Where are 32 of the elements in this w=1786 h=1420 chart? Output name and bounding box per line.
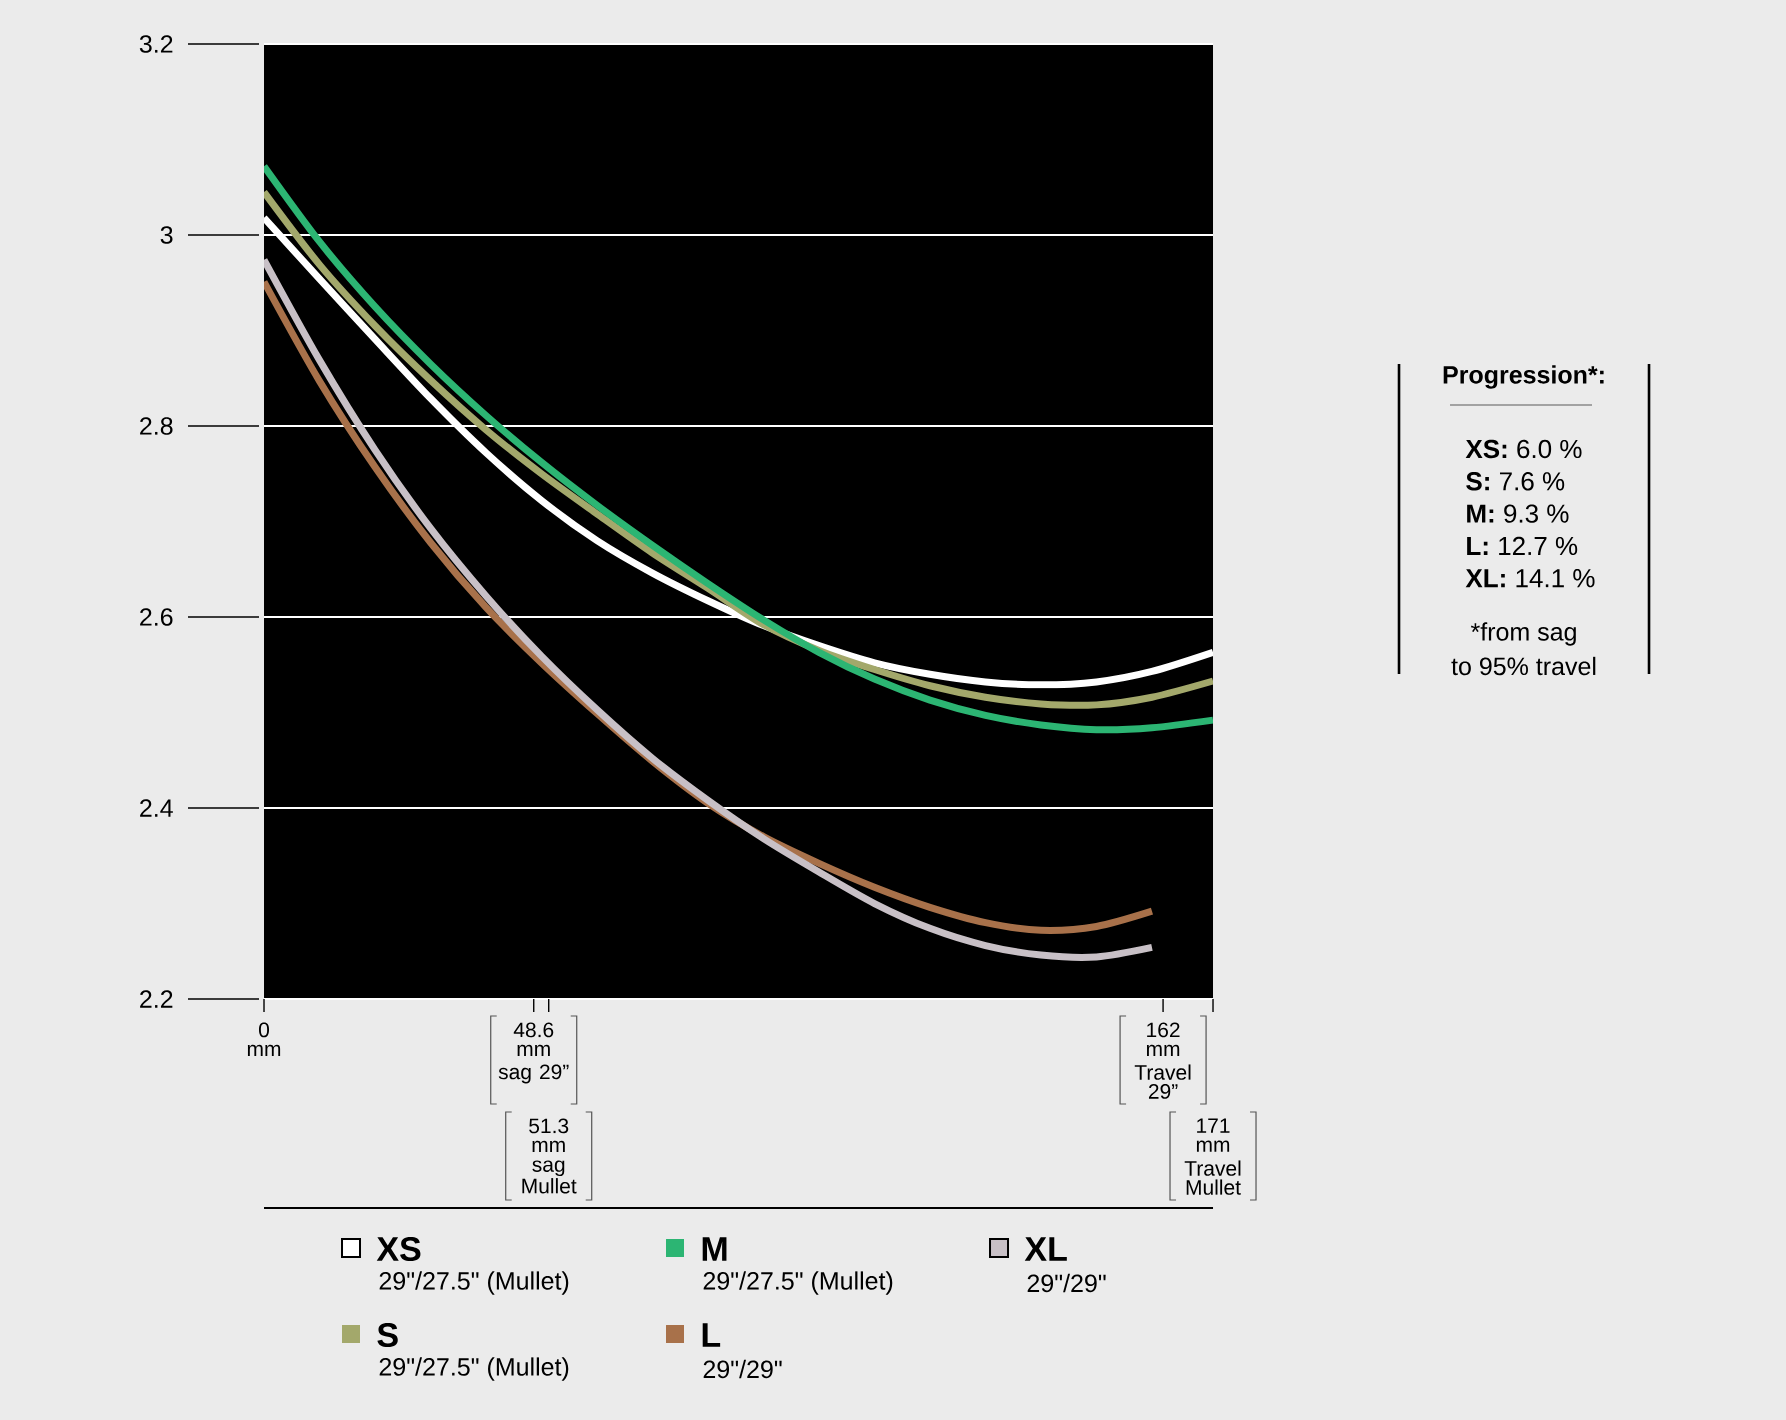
legend-label: M: [702, 1237, 727, 1261]
text: 29"/27.5" (Mullet): [379, 1271, 569, 1295]
x-tick-label: 162 mm: [1146, 1022, 1180, 1057]
y-tick-label: 2.8: [140, 417, 173, 435]
y-tick-label: 3: [160, 226, 173, 244]
text: sag 29”: [498, 1064, 569, 1084]
text: M: 9.3 %: [1467, 504, 1569, 523]
y-tick-label: 3.2: [139, 35, 173, 53]
x2-tick-label: 171 mm: [1196, 1118, 1230, 1152]
text: Progression*:: [1443, 365, 1604, 389]
text: Travel Mullet: [1184, 1160, 1241, 1195]
text: 29"/27.5" (Mullet): [379, 1357, 569, 1381]
y-tick-label: 2.6: [140, 608, 173, 626]
text: S: 7.6 %: [1466, 472, 1565, 491]
text: 29"/27.5" (Mullet): [703, 1271, 893, 1295]
text: to 95% travel: [1451, 656, 1596, 676]
text: L: 12.7 %: [1467, 536, 1578, 556]
text: 29"/29": [1027, 1273, 1106, 1293]
text: 29"/29": [703, 1359, 782, 1379]
legend-label: XL: [1024, 1237, 1067, 1261]
text: XS: 6.0 %: [1465, 439, 1582, 459]
x-tick-label: 48.6 mm: [513, 1022, 554, 1057]
text: Travel 29”: [1134, 1064, 1191, 1099]
text: *from sag: [1470, 622, 1576, 646]
text: XL: 14.1 %: [1465, 569, 1595, 588]
y-tick-label: 2.4: [140, 799, 173, 817]
text: sag Mullet: [522, 1160, 577, 1194]
legend-label: S: [377, 1322, 398, 1348]
legend-label: L: [702, 1323, 721, 1347]
y-tick-label: 2.2: [140, 990, 173, 1008]
legend-label: XS: [376, 1236, 421, 1262]
x-tick-label: 0 mm: [247, 1022, 281, 1057]
